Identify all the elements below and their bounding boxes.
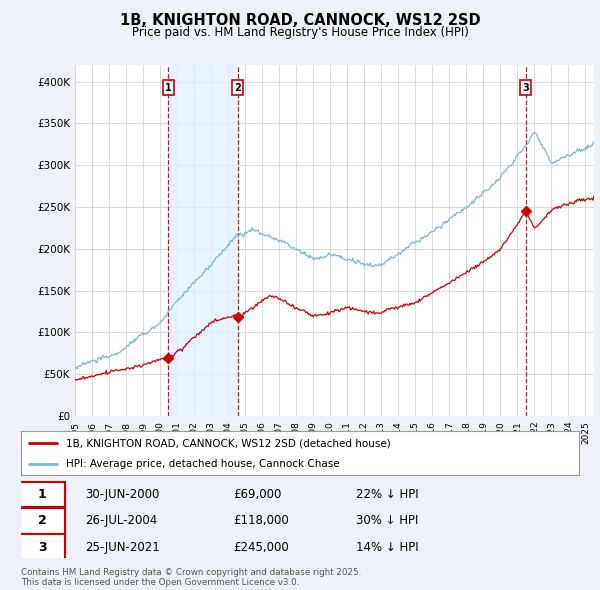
Text: 22% ↓ HPI: 22% ↓ HPI: [356, 488, 418, 501]
Text: 1B, KNIGHTON ROAD, CANNOCK, WS12 2SD: 1B, KNIGHTON ROAD, CANNOCK, WS12 2SD: [119, 13, 481, 28]
FancyBboxPatch shape: [20, 508, 65, 533]
Text: 1: 1: [38, 488, 47, 501]
Text: HPI: Average price, detached house, Cannock Chase: HPI: Average price, detached house, Cann…: [65, 459, 339, 469]
Text: 1: 1: [165, 83, 172, 93]
Text: 2: 2: [235, 83, 241, 93]
Text: This data is licensed under the Open Government Licence v3.0.: This data is licensed under the Open Gov…: [21, 578, 299, 587]
Text: Price paid vs. HM Land Registry's House Price Index (HPI): Price paid vs. HM Land Registry's House …: [131, 26, 469, 39]
Bar: [169, 65, 238, 416]
Text: £69,000: £69,000: [233, 488, 281, 501]
Text: £245,000: £245,000: [233, 540, 289, 553]
FancyBboxPatch shape: [20, 482, 65, 507]
Text: 2: 2: [38, 514, 47, 527]
Text: 1B, KNIGHTON ROAD, CANNOCK, WS12 2SD (detached house): 1B, KNIGHTON ROAD, CANNOCK, WS12 2SD (de…: [65, 438, 391, 448]
Text: 3: 3: [38, 540, 47, 553]
Text: 30-JUN-2000: 30-JUN-2000: [85, 488, 160, 501]
FancyBboxPatch shape: [20, 535, 65, 560]
Text: 26-JUL-2004: 26-JUL-2004: [85, 514, 157, 527]
Text: 3: 3: [522, 83, 529, 93]
Text: 30% ↓ HPI: 30% ↓ HPI: [356, 514, 418, 527]
Text: 25-JUN-2021: 25-JUN-2021: [85, 540, 160, 553]
Text: 14% ↓ HPI: 14% ↓ HPI: [356, 540, 418, 553]
Text: Contains HM Land Registry data © Crown copyright and database right 2025.: Contains HM Land Registry data © Crown c…: [21, 568, 361, 576]
Text: £118,000: £118,000: [233, 514, 289, 527]
